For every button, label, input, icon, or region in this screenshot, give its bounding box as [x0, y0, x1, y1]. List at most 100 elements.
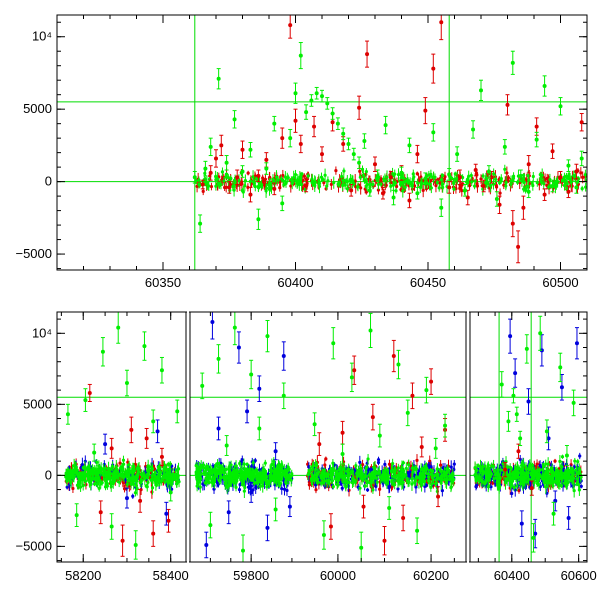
bottom-green-dense-point-marker	[89, 472, 92, 475]
top-red-point-marker	[256, 174, 260, 178]
bottom-blue-point	[282, 342, 286, 370]
bottom-green-point-marker	[142, 344, 146, 348]
top-red-point-marker	[312, 125, 316, 129]
bottom-green-dense-point-marker	[137, 467, 140, 470]
bottom-green-dense-point-marker	[101, 481, 104, 484]
bottom-green-point-marker	[200, 384, 204, 388]
top-green-dense-point-marker	[299, 178, 302, 181]
top-green-dense-point-marker	[363, 178, 366, 181]
top-red-point	[248, 187, 252, 201]
top-red-point-marker	[241, 148, 245, 152]
top-red-point-marker	[201, 183, 205, 187]
top-green-point	[304, 105, 308, 119]
bottom-green-point-marker	[75, 513, 79, 517]
top-green-point	[325, 98, 329, 110]
top-green-dense-point-marker	[320, 176, 323, 179]
top-green-point-marker	[471, 127, 475, 131]
bottom-green-point-marker	[217, 357, 221, 361]
bottom-green-dense-point-marker	[230, 463, 233, 466]
top-green-point-marker	[535, 138, 539, 142]
bottom-green-dense-point-marker	[146, 485, 149, 488]
top-green-point	[315, 87, 319, 99]
top-green-dense-point-marker	[548, 178, 551, 181]
top-green-dense-point-marker	[225, 173, 228, 176]
bottom-green-dense-point-marker	[151, 486, 154, 489]
top-red-point	[288, 12, 292, 38]
top-green-dense-point-marker	[467, 178, 470, 181]
bottom-green-dense-point-marker	[86, 467, 89, 470]
top-green-point	[463, 185, 467, 197]
top-plot-area	[57, 5, 588, 270]
bottom-green-dense-point-marker	[78, 475, 81, 478]
top-green-dense-point-marker	[481, 174, 484, 177]
top-red-dense-point-marker	[579, 171, 582, 174]
top-green-point-marker	[551, 184, 555, 188]
top-green-point-marker	[400, 171, 404, 175]
bottom-green-dense-point-marker	[366, 481, 369, 484]
bottom-green-point-marker	[241, 549, 245, 553]
top-green-dense-point-marker	[539, 173, 542, 176]
bottom-green-point	[257, 417, 261, 440]
top-red-point-marker	[349, 188, 353, 192]
bottom-green-dense-point-marker	[278, 464, 281, 467]
bottom-green-point-marker	[125, 381, 129, 385]
top-red-point-marker	[543, 193, 547, 197]
top-green-dense-point-marker	[365, 185, 368, 188]
top-green-point	[362, 134, 366, 148]
bottom-green-dense-point-marker	[206, 478, 209, 481]
bottom-green-dense-point-marker	[119, 474, 122, 477]
top-green-dense-point-marker	[221, 170, 224, 173]
top-red-point-marker	[264, 158, 268, 162]
bottom-green-dense-point-marker	[65, 474, 68, 477]
top-green-dense-point-marker	[410, 183, 413, 186]
bottom-green-dense-point-marker	[241, 483, 244, 486]
top-green-point-marker	[256, 217, 260, 221]
top-green-point-marker	[407, 143, 411, 147]
top-green-dense-point-marker	[275, 175, 278, 178]
bottom-green-point	[160, 357, 164, 383]
top-green-point-marker	[304, 110, 308, 114]
top-red-point	[407, 193, 411, 207]
top-red-point-marker	[511, 222, 515, 226]
top-green-dense-point-marker	[282, 180, 285, 183]
top-green-dense-point-marker	[222, 179, 225, 182]
bottom-segment-1	[57, 312, 186, 559]
top-green-dense-point-marker	[392, 184, 395, 187]
bottom-green-dense-point-marker	[255, 477, 258, 480]
bottom-green-point	[175, 400, 179, 423]
top-red-point-marker	[288, 23, 292, 27]
top-ytick-label: 10⁴	[32, 29, 52, 44]
bottom-green-dense-point-marker	[122, 459, 125, 462]
bottom-green-dense-point-marker	[210, 470, 213, 473]
top-red-point	[543, 189, 547, 201]
top-green-point	[217, 69, 221, 89]
bottom-green-point	[208, 512, 212, 538]
top-green-point	[559, 98, 563, 115]
top-green-point	[511, 51, 515, 74]
top-red-point-marker	[248, 193, 252, 197]
top-red-point-marker	[551, 149, 555, 153]
top-red-point-marker	[227, 185, 231, 189]
top-green-point-marker	[415, 191, 419, 195]
top-green-point	[233, 111, 237, 128]
top-red-dense-point-marker	[223, 186, 226, 189]
top-green-dense-point-marker	[547, 185, 550, 188]
top-green-dense-point-marker	[284, 176, 287, 179]
bottom-green-point	[200, 373, 204, 399]
top-green-dense-point-marker	[430, 186, 433, 189]
bottom-green-dense-point-marker	[267, 480, 270, 483]
top-red-dense-point-marker	[498, 192, 501, 195]
top-red-point-marker	[527, 162, 531, 166]
top-red-point-marker	[219, 143, 223, 147]
bottom-green-dense-point-marker	[177, 467, 180, 470]
top-green-point-marker	[559, 104, 563, 108]
top-xtick-label: 60350	[145, 275, 181, 290]
top-green-point	[299, 43, 303, 69]
top-green-point-marker	[347, 142, 351, 146]
bottom-green-dense-point-marker	[223, 471, 226, 474]
top-green-point-marker	[315, 91, 319, 95]
top-green-dense-point-marker	[254, 185, 257, 188]
bottom-green-dense-point-marker	[197, 470, 200, 473]
top-green-point-marker	[447, 172, 451, 176]
